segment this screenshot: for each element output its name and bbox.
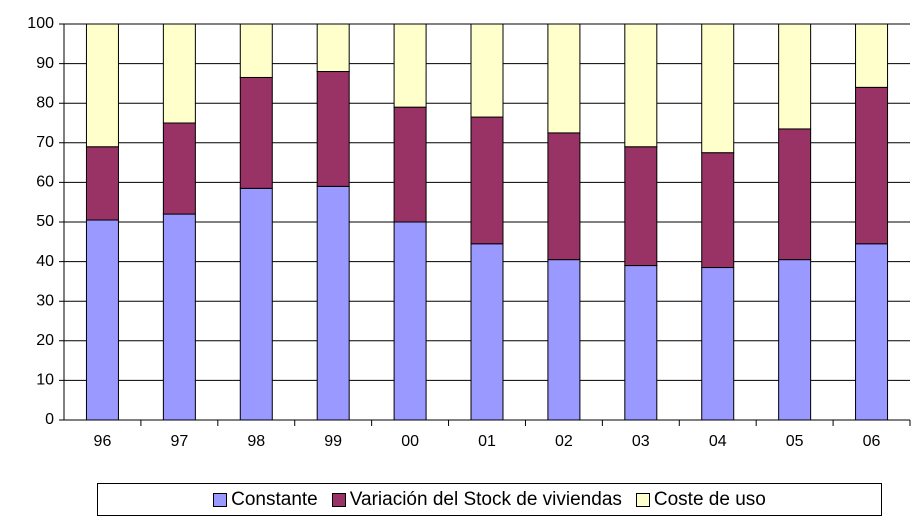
- legend: Constante Variación del Stock de vivienda…: [97, 483, 882, 516]
- x-tick-label: 99: [324, 433, 342, 450]
- y-tick-label: 60: [36, 174, 54, 191]
- bar-segment: [855, 23, 889, 88]
- bar-segment: [393, 221, 427, 421]
- bar-segment: [855, 86, 889, 245]
- bar-segment: [239, 76, 273, 189]
- y-tick-label: 90: [36, 55, 54, 72]
- legend-swatch: [635, 492, 650, 507]
- bar-segment: [547, 132, 581, 261]
- bar-segment: [624, 146, 658, 267]
- bar-segment: [624, 265, 658, 421]
- bar-segment: [316, 185, 350, 421]
- legend-label: Variación del Stock de viviendas: [349, 488, 622, 510]
- y-tick-label: 100: [27, 15, 54, 32]
- legend-label: Coste de uso: [653, 488, 766, 510]
- x-tick-label: 01: [478, 433, 496, 450]
- bar-segment: [624, 23, 658, 148]
- bar-segment: [85, 219, 119, 421]
- x-tick-label: 97: [170, 433, 188, 450]
- bar-segment: [855, 243, 889, 421]
- bar-segment: [162, 213, 196, 421]
- bar-segment: [162, 122, 196, 215]
- x-tick-label: 03: [632, 433, 650, 450]
- legend-label: Constante: [231, 488, 318, 510]
- x-tick-label: 05: [786, 433, 804, 450]
- y-tick-label: 50: [36, 213, 54, 230]
- legend-item: Constante: [213, 489, 318, 511]
- x-tick-label: 96: [94, 433, 112, 450]
- y-tick-label: 40: [36, 253, 54, 270]
- legend-swatch: [213, 492, 228, 507]
- y-tick-label: 20: [36, 332, 54, 349]
- legend-item: Coste de uso: [635, 488, 766, 511]
- bar-segment: [470, 116, 504, 245]
- y-tick-label: 30: [36, 292, 54, 309]
- y-tick-label: 70: [36, 134, 54, 151]
- y-tick-label: 0: [45, 411, 54, 428]
- x-tick-label: 04: [709, 433, 727, 450]
- bar-segment: [239, 23, 273, 78]
- bar-segment: [316, 71, 350, 187]
- y-tick-label: 10: [36, 372, 54, 389]
- bar-segment: [85, 146, 119, 221]
- bar-segment: [778, 259, 812, 421]
- x-tick-label: 00: [401, 433, 419, 450]
- bar-segment: [778, 23, 812, 130]
- chart: 0 10 20 30 40 50 60 70 80 90 100 96 97 98 99 00 01 02 03 04…: [27, 15, 911, 450]
- bar-segment: [701, 23, 735, 154]
- bar-segment: [239, 187, 273, 421]
- bar-segment: [701, 267, 735, 421]
- bar-segment: [470, 243, 504, 421]
- bar-segment: [778, 128, 812, 261]
- bar-segment: [393, 23, 427, 108]
- bar-segment: [316, 23, 350, 73]
- bar-segment: [547, 23, 581, 134]
- bar-segment: [470, 23, 504, 118]
- bar-segment: [85, 23, 119, 148]
- bar-segment: [701, 152, 735, 269]
- bar-segment: [393, 106, 427, 223]
- y-tick-label: 80: [36, 94, 54, 111]
- bar-segment: [162, 23, 196, 124]
- x-tick-label: 02: [555, 433, 573, 450]
- x-tick-label: 06: [863, 433, 881, 450]
- legend-swatch: [331, 492, 346, 507]
- x-tick-label: 98: [247, 433, 265, 450]
- legend-item: Variación del Stock de viviendas: [331, 488, 622, 511]
- bar-segment: [547, 259, 581, 421]
